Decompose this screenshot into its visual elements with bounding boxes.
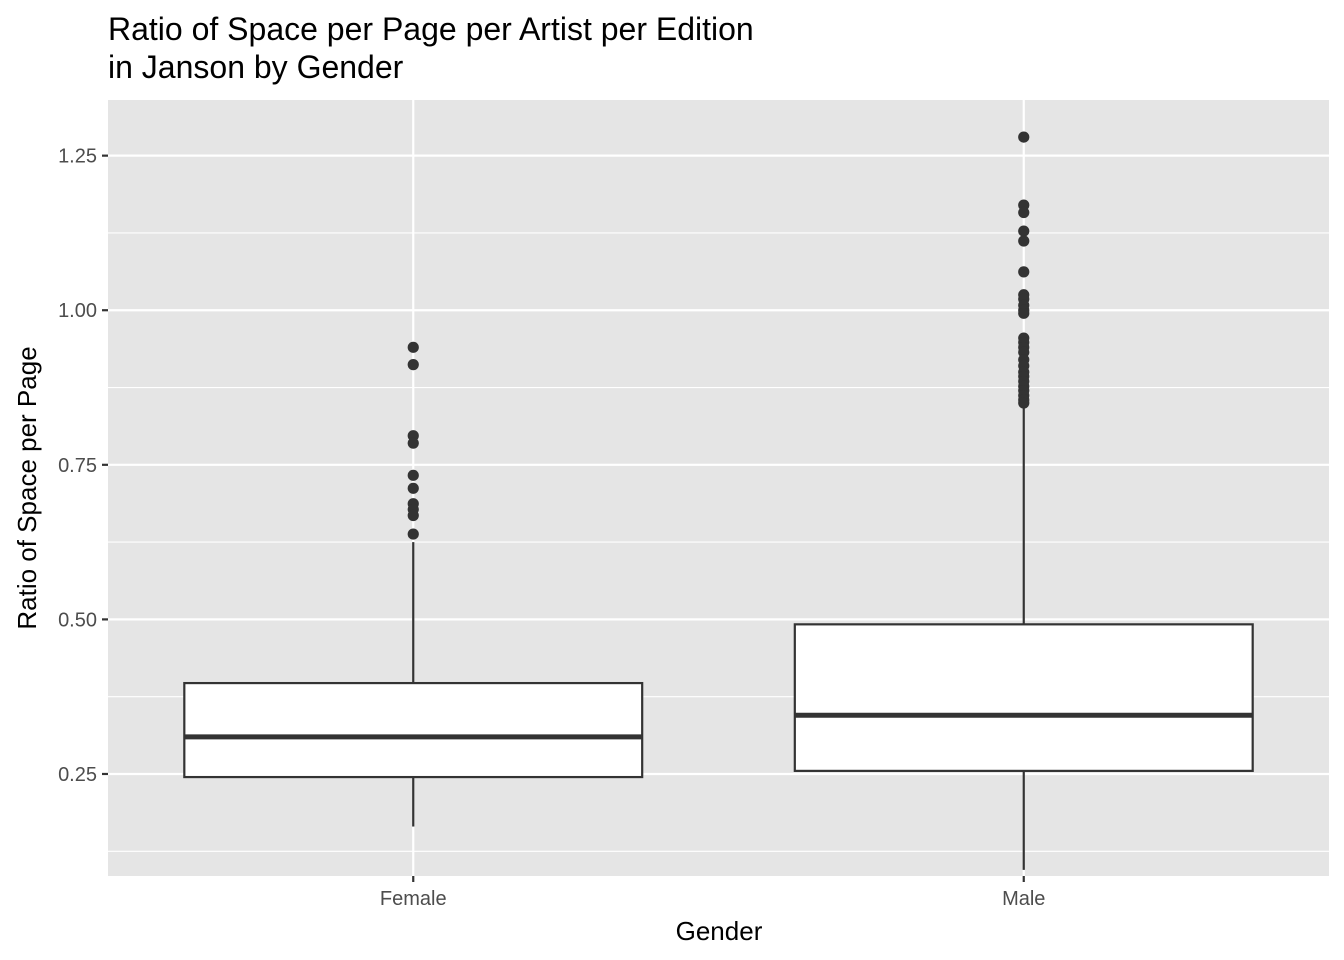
outlier-point	[1018, 131, 1030, 143]
outlier-point	[407, 482, 419, 494]
outlier-point	[1018, 266, 1030, 278]
outlier-point	[407, 437, 419, 449]
outlier-point	[1018, 397, 1030, 409]
box-iqr	[183, 681, 644, 779]
y-tick-label: 0.75	[58, 455, 97, 477]
plot-panel	[108, 100, 1329, 876]
outlier-point	[407, 341, 419, 353]
outlier-point	[1018, 225, 1030, 237]
x-tick-label-male: Male	[1002, 888, 1045, 910]
outlier-point	[1018, 206, 1030, 219]
y-tick-label: 0.25	[58, 764, 97, 786]
outlier-point	[407, 528, 419, 540]
box-female	[183, 341, 644, 827]
chart-subtitle: in Janson by Gender	[108, 49, 404, 85]
box-male	[793, 131, 1254, 870]
outlier-point	[1018, 235, 1030, 247]
outlier-point	[407, 469, 419, 481]
x-axis: Female Male	[380, 876, 1045, 910]
outlier-point	[407, 509, 419, 522]
x-axis-title: Gender	[676, 916, 763, 946]
y-axis: 0.25 0.50 0.75 1.00 1.25	[58, 146, 108, 786]
outlier-point	[1018, 307, 1030, 319]
y-tick-label: 1.25	[58, 146, 97, 168]
x-tick-label-female: Female	[380, 888, 447, 910]
y-tick-label: 0.50	[58, 609, 97, 631]
box-iqr	[793, 623, 1254, 772]
outlier-point	[407, 359, 419, 371]
y-axis-title: Ratio of Space per Page	[12, 346, 42, 629]
y-tick-label: 1.00	[58, 300, 97, 322]
chart-title: Ratio of Space per Page per Artist per E…	[108, 11, 754, 47]
